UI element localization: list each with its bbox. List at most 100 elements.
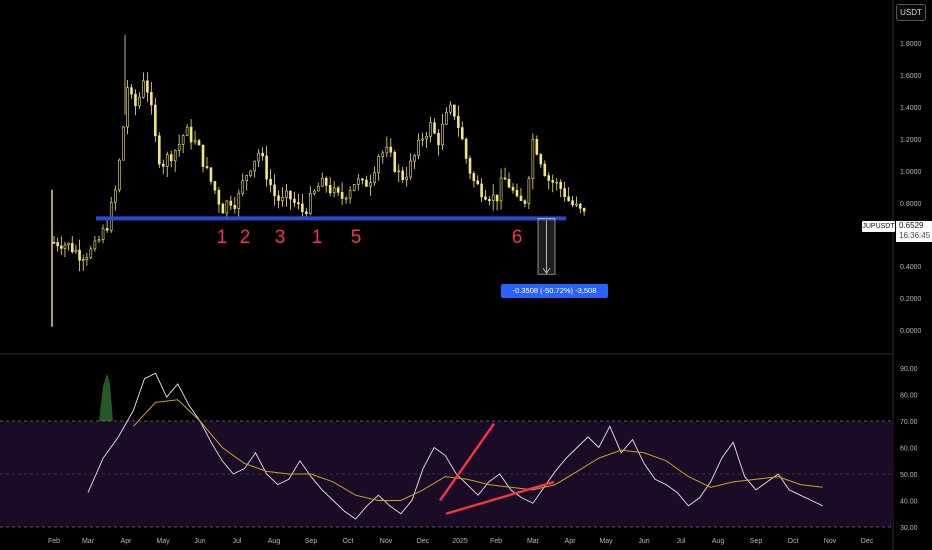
candle-body	[118, 159, 121, 191]
date-tick-label: Mar	[527, 538, 540, 545]
touch-label: 2	[240, 227, 251, 248]
date-tick-label: Jul	[233, 538, 242, 545]
rsi-tick-label: 30.00	[900, 525, 918, 532]
divergence-lower-line	[445, 480, 555, 515]
candle-body	[381, 152, 385, 158]
date-tick-label: May	[156, 538, 170, 545]
candle-body	[332, 187, 336, 194]
countdown: 16:36:45	[899, 231, 931, 240]
price-tick-label: 0.4000	[900, 264, 922, 271]
candle-body	[169, 154, 173, 162]
date-tick-label: Jun	[194, 538, 205, 545]
date-tick-label: Oct	[343, 538, 354, 545]
price-tick-label: 1.0000	[900, 169, 922, 176]
currency-button[interactable]: USDT	[896, 4, 926, 21]
candle-body	[56, 242, 59, 247]
rsi-tick-label: 60.00	[900, 446, 918, 453]
candle-body	[150, 92, 153, 106]
symbol-tag: JUPUSDT	[862, 221, 895, 232]
candle-body	[213, 181, 217, 191]
date-tick-label: Sep	[305, 538, 318, 545]
rsi-ma-line	[133, 399, 823, 501]
candle-body	[253, 160, 256, 172]
candle-body	[495, 194, 499, 202]
candle-body	[301, 203, 304, 213]
candle-body	[165, 154, 169, 167]
date-tick-label: Apr	[565, 538, 577, 545]
candle-body	[523, 200, 527, 204]
candle-body	[409, 160, 412, 178]
candle-body	[328, 185, 332, 194]
candle-body	[567, 196, 570, 201]
rsi-line	[87, 372, 823, 520]
candle-body	[309, 193, 312, 215]
candle-body	[154, 104, 157, 137]
candle-body	[109, 201, 113, 231]
date-tick-label: Aug	[712, 538, 725, 545]
candle-body	[189, 126, 193, 143]
candle-body	[241, 180, 245, 194]
candle-body	[547, 175, 551, 181]
candle-body	[142, 80, 145, 98]
touch-label: 1	[217, 227, 228, 248]
candle-body	[480, 183, 483, 198]
candle-body	[85, 256, 89, 260]
candle-body	[531, 139, 535, 179]
candle-body	[575, 203, 578, 206]
candle-body	[161, 163, 165, 167]
candle-body	[126, 87, 129, 128]
candle-body	[437, 132, 440, 146]
date-tick-label: Apr	[121, 538, 133, 545]
touch-label: 6	[512, 227, 523, 248]
candle-body	[417, 139, 420, 156]
candle-body	[457, 115, 460, 128]
candle-body	[209, 167, 213, 182]
candle-body	[369, 182, 372, 187]
candle-body	[265, 155, 268, 180]
measure-arrow-head	[542, 267, 551, 274]
candle-body	[146, 80, 149, 93]
candle-body	[401, 170, 405, 180]
candle-body	[257, 152, 260, 162]
touch-label: 3	[275, 227, 286, 248]
price-tick-label: 1.2000	[900, 137, 922, 144]
candle-body	[293, 198, 296, 203]
candle-body	[361, 178, 364, 181]
candle-body	[507, 178, 511, 188]
candle-body	[101, 228, 105, 240]
price-tick-label: 1.4000	[900, 105, 922, 112]
rsi-tick-label: 50.00	[900, 472, 918, 479]
candle-body	[499, 177, 503, 202]
date-tick-label: Oct	[788, 538, 799, 545]
candle-body	[352, 184, 356, 191]
candle-body	[138, 96, 141, 107]
candle-body	[63, 244, 67, 249]
candle-body	[93, 240, 97, 250]
candle-body	[114, 189, 117, 203]
candle-body	[261, 152, 264, 157]
candle-body	[197, 140, 201, 146]
date-tick-label: Aug	[268, 538, 281, 545]
candle-body	[389, 146, 393, 153]
candle-body	[74, 249, 78, 253]
candle-body	[285, 190, 288, 198]
candle-body	[297, 202, 300, 205]
candle-body	[535, 139, 539, 155]
date-tick-label: Dec	[417, 538, 430, 545]
candle-body	[559, 181, 562, 189]
candle-body	[433, 122, 436, 134]
candle-body	[476, 180, 480, 185]
candle-body	[511, 187, 515, 191]
last-price-tag: 0.6529 16:36:45	[896, 221, 932, 242]
candle-body	[385, 146, 389, 154]
candle-body	[582, 207, 586, 212]
candle-body	[578, 203, 582, 209]
price-tick-label: 0.0000	[900, 328, 922, 335]
candle-body	[397, 170, 401, 173]
candle-body	[70, 243, 74, 253]
candle-body	[472, 173, 476, 182]
candle-body	[551, 180, 555, 183]
date-tick-label: 2025	[452, 538, 468, 545]
date-tick-label: Dec	[861, 538, 874, 545]
